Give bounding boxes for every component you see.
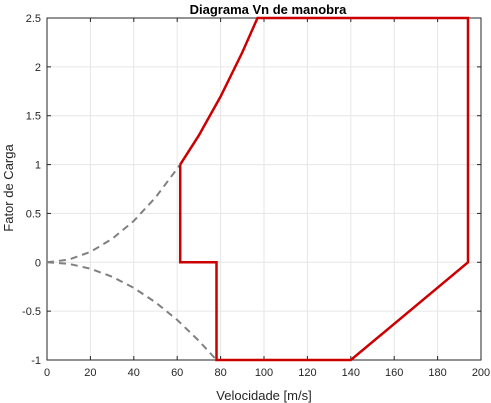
y-tick-label: 2 [35,62,41,74]
y-tick-label: -1 [31,355,41,367]
x-tick-label: 60 [171,367,183,379]
dashed-stall-curve-1 [46,261,218,361]
x-tick-label: 180 [428,367,446,379]
x-axis-label: Velocidade [m/s] [216,388,311,403]
y-axis-label: Fator de Carga [1,144,16,232]
grid [46,17,482,361]
y-tick-label: 0 [35,257,41,269]
x-tick-label: 80 [214,367,226,379]
x-tick-label: 20 [84,367,96,379]
series-group [46,16,470,362]
chart-title: Diagrama Vn de manobra [190,2,348,17]
y-tick-label: 1 [35,160,41,172]
maneuver-envelope-line [178,16,470,362]
y-ticks: -1 -0.5 0 0.5 1 1.5 2 2.5 [22,13,481,367]
x-tick-label: 100 [255,367,273,379]
x-tick-label: 120 [298,367,316,379]
y-tick-label: -0.5 [22,306,41,318]
y-tick-label: 1.5 [26,111,41,123]
x-tick-label: 140 [342,367,360,379]
x-tick-label: 40 [128,367,140,379]
x-tick-label: 200 [472,367,490,379]
x-tick-label: 160 [385,367,403,379]
x-tick-label: 0 [44,367,50,379]
y-tick-label: 0.5 [26,208,41,220]
y-tick-label: 2.5 [26,13,41,25]
x-ticks: 0 20 40 60 80 100 120 140 160 180 200 [44,18,490,379]
